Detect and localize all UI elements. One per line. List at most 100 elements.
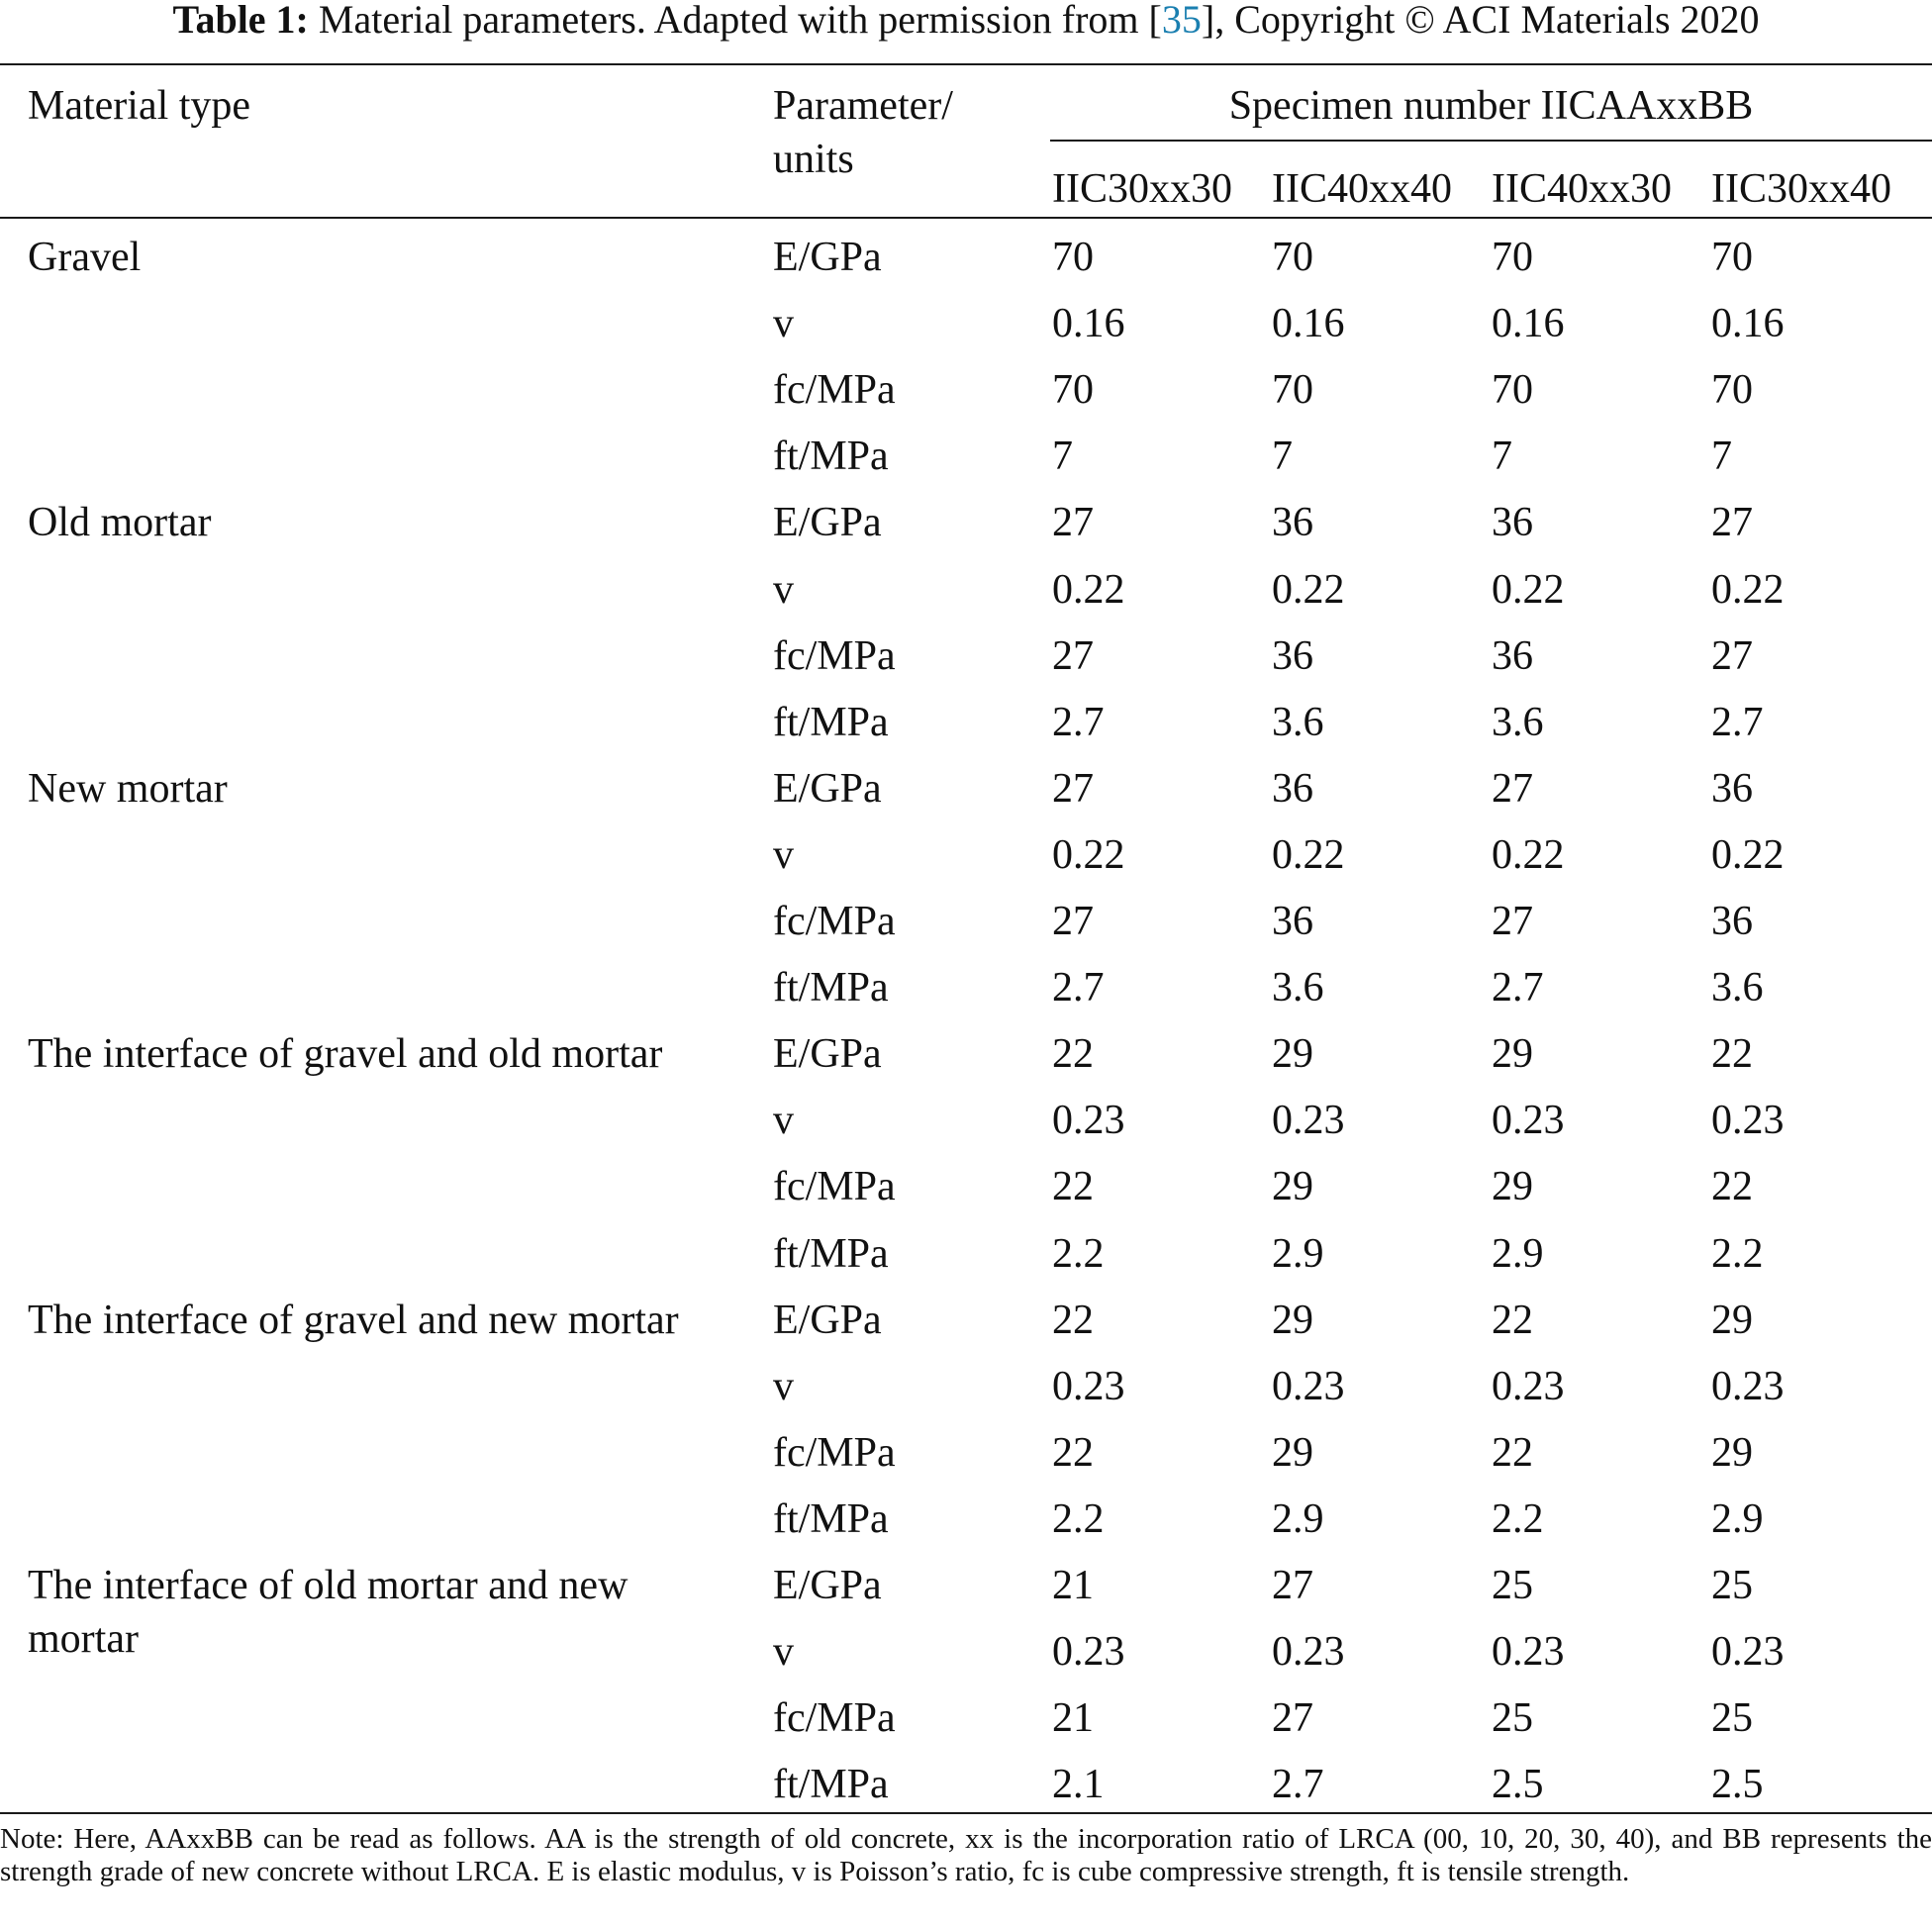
value-cell: 21 <box>1052 1563 1094 1608</box>
value-cell: 36 <box>1272 632 1313 679</box>
value-cell: 25 <box>1711 1563 1753 1608</box>
value-cell: 0.23 <box>1052 1098 1125 1144</box>
header-parameter: Parameter/ units <box>773 79 953 186</box>
value-cell: 0.23 <box>1711 1098 1785 1144</box>
value-cell: 2.7 <box>1711 699 1764 745</box>
value-cell: 22 <box>1492 1297 1533 1343</box>
value-cell: 36 <box>1272 500 1313 546</box>
material-type-label: The interface of gravel and new mortar <box>28 1297 679 1343</box>
parameter-cell: ft/MPa <box>773 433 889 480</box>
value-cell: 22 <box>1052 1297 1094 1343</box>
header-specimen-group: Specimen number IICAAxxBB <box>1228 83 1754 129</box>
table-caption: Table 1: Material parameters. Adapted wi… <box>0 0 1932 49</box>
specimen-group-rule <box>1050 140 1932 142</box>
value-cell: 0.23 <box>1492 1098 1565 1144</box>
value-cell: 27 <box>1711 632 1753 679</box>
value-cell: 36 <box>1272 765 1313 812</box>
value-cell: 27 <box>1052 899 1094 944</box>
value-cell: 7 <box>1272 433 1293 480</box>
material-type-label: Old mortar <box>28 500 212 546</box>
material-type-label: Gravel <box>28 235 142 280</box>
value-cell: 22 <box>1492 1429 1533 1476</box>
value-cell: 21 <box>1052 1695 1094 1742</box>
parameter-cell: E/GPa <box>773 1297 882 1343</box>
value-cell: 22 <box>1711 1164 1753 1210</box>
value-cell: 70 <box>1272 367 1313 414</box>
value-cell: 0.22 <box>1052 831 1125 878</box>
value-cell: 29 <box>1711 1429 1753 1476</box>
value-cell: 7 <box>1711 433 1732 480</box>
parameter-cell: v <box>773 566 794 613</box>
parameter-cell: E/GPa <box>773 500 882 546</box>
value-cell: 0.16 <box>1711 301 1785 347</box>
parameter-cell: ft/MPa <box>773 1495 889 1542</box>
value-cell: 2.2 <box>1711 1230 1764 1277</box>
value-cell: 2.7 <box>1492 965 1544 1011</box>
value-cell: 0.16 <box>1272 301 1345 347</box>
value-cell: 0.23 <box>1711 1629 1785 1676</box>
value-cell: 0.23 <box>1272 1363 1345 1409</box>
value-cell: 0.22 <box>1492 831 1565 878</box>
value-cell: 22 <box>1711 1031 1753 1078</box>
parameter-cell: ft/MPa <box>773 1762 889 1808</box>
value-cell: 36 <box>1492 632 1533 679</box>
parameter-cell: E/GPa <box>773 1031 882 1078</box>
parameter-cell: ft/MPa <box>773 965 889 1011</box>
caption-reference-link[interactable]: 35 <box>1161 0 1202 42</box>
value-cell: 36 <box>1492 500 1533 546</box>
parameter-cell: ft/MPa <box>773 699 889 745</box>
value-cell: 36 <box>1711 899 1753 944</box>
value-cell: 7 <box>1492 433 1512 480</box>
value-cell: 27 <box>1272 1695 1313 1742</box>
value-cell: 27 <box>1711 500 1753 546</box>
parameter-cell: fc/MPa <box>773 899 896 944</box>
value-cell: 0.23 <box>1052 1363 1125 1409</box>
value-cell: 25 <box>1711 1695 1753 1742</box>
value-cell: 0.23 <box>1272 1098 1345 1144</box>
parameter-cell: E/GPa <box>773 235 882 280</box>
value-cell: 7 <box>1052 433 1073 480</box>
value-cell: 29 <box>1272 1429 1313 1476</box>
header-specimen-2: IIC40xx40 <box>1272 166 1452 212</box>
value-cell: 27 <box>1492 765 1533 812</box>
parameter-cell: E/GPa <box>773 765 882 812</box>
value-cell: 2.9 <box>1492 1230 1544 1277</box>
header-material-type: Material type <box>28 83 251 129</box>
value-cell: 36 <box>1711 765 1753 812</box>
value-cell: 70 <box>1052 235 1094 280</box>
value-cell: 70 <box>1492 367 1533 414</box>
material-type-label: New mortar <box>28 765 228 812</box>
value-cell: 0.22 <box>1492 566 1565 613</box>
value-cell: 0.22 <box>1711 566 1785 613</box>
parameter-cell: v <box>773 1363 794 1409</box>
value-cell: 0.22 <box>1272 566 1345 613</box>
value-cell: 70 <box>1492 235 1533 280</box>
value-cell: 29 <box>1492 1164 1533 1210</box>
parameter-cell: v <box>773 1629 794 1676</box>
value-cell: 2.9 <box>1711 1495 1764 1542</box>
value-cell: 0.16 <box>1492 301 1565 347</box>
top-rule <box>0 63 1932 65</box>
caption-label: Table 1: <box>172 0 309 42</box>
value-cell: 70 <box>1052 367 1094 414</box>
parameter-cell: fc/MPa <box>773 1164 896 1210</box>
material-type-label: The interface of gravel and old mortar <box>28 1031 663 1078</box>
value-cell: 25 <box>1492 1695 1533 1742</box>
value-cell: 36 <box>1272 899 1313 944</box>
value-cell: 70 <box>1272 235 1313 280</box>
parameter-cell: fc/MPa <box>773 1429 896 1476</box>
value-cell: 22 <box>1052 1429 1094 1476</box>
value-cell: 0.23 <box>1711 1363 1785 1409</box>
parameter-cell: E/GPa <box>773 1563 882 1608</box>
value-cell: 70 <box>1711 367 1753 414</box>
value-cell: 0.22 <box>1711 831 1785 878</box>
value-cell: 29 <box>1272 1031 1313 1078</box>
value-cell: 29 <box>1272 1164 1313 1210</box>
header-specimen-4: IIC30xx40 <box>1711 166 1891 212</box>
parameter-cell: v <box>773 301 794 347</box>
header-bottom-rule <box>0 217 1932 219</box>
value-cell: 2.2 <box>1492 1495 1544 1542</box>
parameter-cell: fc/MPa <box>773 632 896 679</box>
value-cell: 25 <box>1492 1563 1533 1608</box>
value-cell: 22 <box>1052 1031 1094 1078</box>
